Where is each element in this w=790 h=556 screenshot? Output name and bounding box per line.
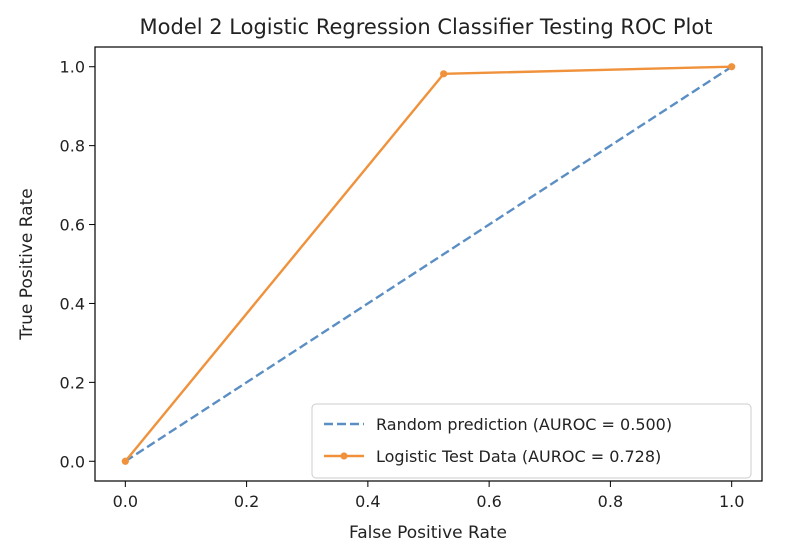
plot-frame [94,46,763,482]
legend: Random prediction (AUROC = 0.500) Logisti… [311,403,752,479]
x-tick-label: 0.6 [476,492,501,511]
y-tick-label: 0.0 [60,452,85,471]
chart-title: Model 2 Logistic Regression Classifier T… [140,15,713,39]
y-axis-ticks: 0.0 0.2 0.4 0.6 0.8 1.0 [60,58,95,471]
y-tick-label: 0.8 [60,137,85,156]
series-line-1 [124,65,733,463]
series-2-point [121,457,129,465]
y-tick-label: 0.2 [60,373,85,392]
y-tick-label: 0.6 [60,216,85,235]
legend-frame [311,403,752,479]
y-axis-label: True Positive Rate [17,188,37,340]
x-tick-label: 0.0 [113,492,138,511]
series-2-point [728,63,736,71]
legend-label-2: Logistic Test Data (AUROC = 0.728) [376,447,661,466]
x-tick-label: 0.4 [355,492,380,511]
series-layer [121,63,736,465]
x-tick-label: 0.2 [234,492,259,511]
legend-items: Random prediction (AUROC = 0.500) Logisti… [324,415,672,466]
legend-marker-2 [340,452,348,460]
x-axis-label: False Positive Rate [349,523,507,543]
legend-label-1: Random prediction (AUROC = 0.500) [376,415,672,434]
x-tick-label: 0.8 [598,492,623,511]
plot-area: 0.0 0.2 0.4 0.6 0.8 1.0 0.0 0.2 0.4 0.6 0.8 1.0 [60,46,763,511]
y-tick-label: 1.0 [60,58,85,77]
x-axis-ticks: 0.0 0.2 0.4 0.6 0.8 1.0 [113,481,744,511]
y-tick-label: 0.4 [60,294,85,313]
x-tick-label: 1.0 [719,492,744,511]
series-2-point [440,70,448,78]
